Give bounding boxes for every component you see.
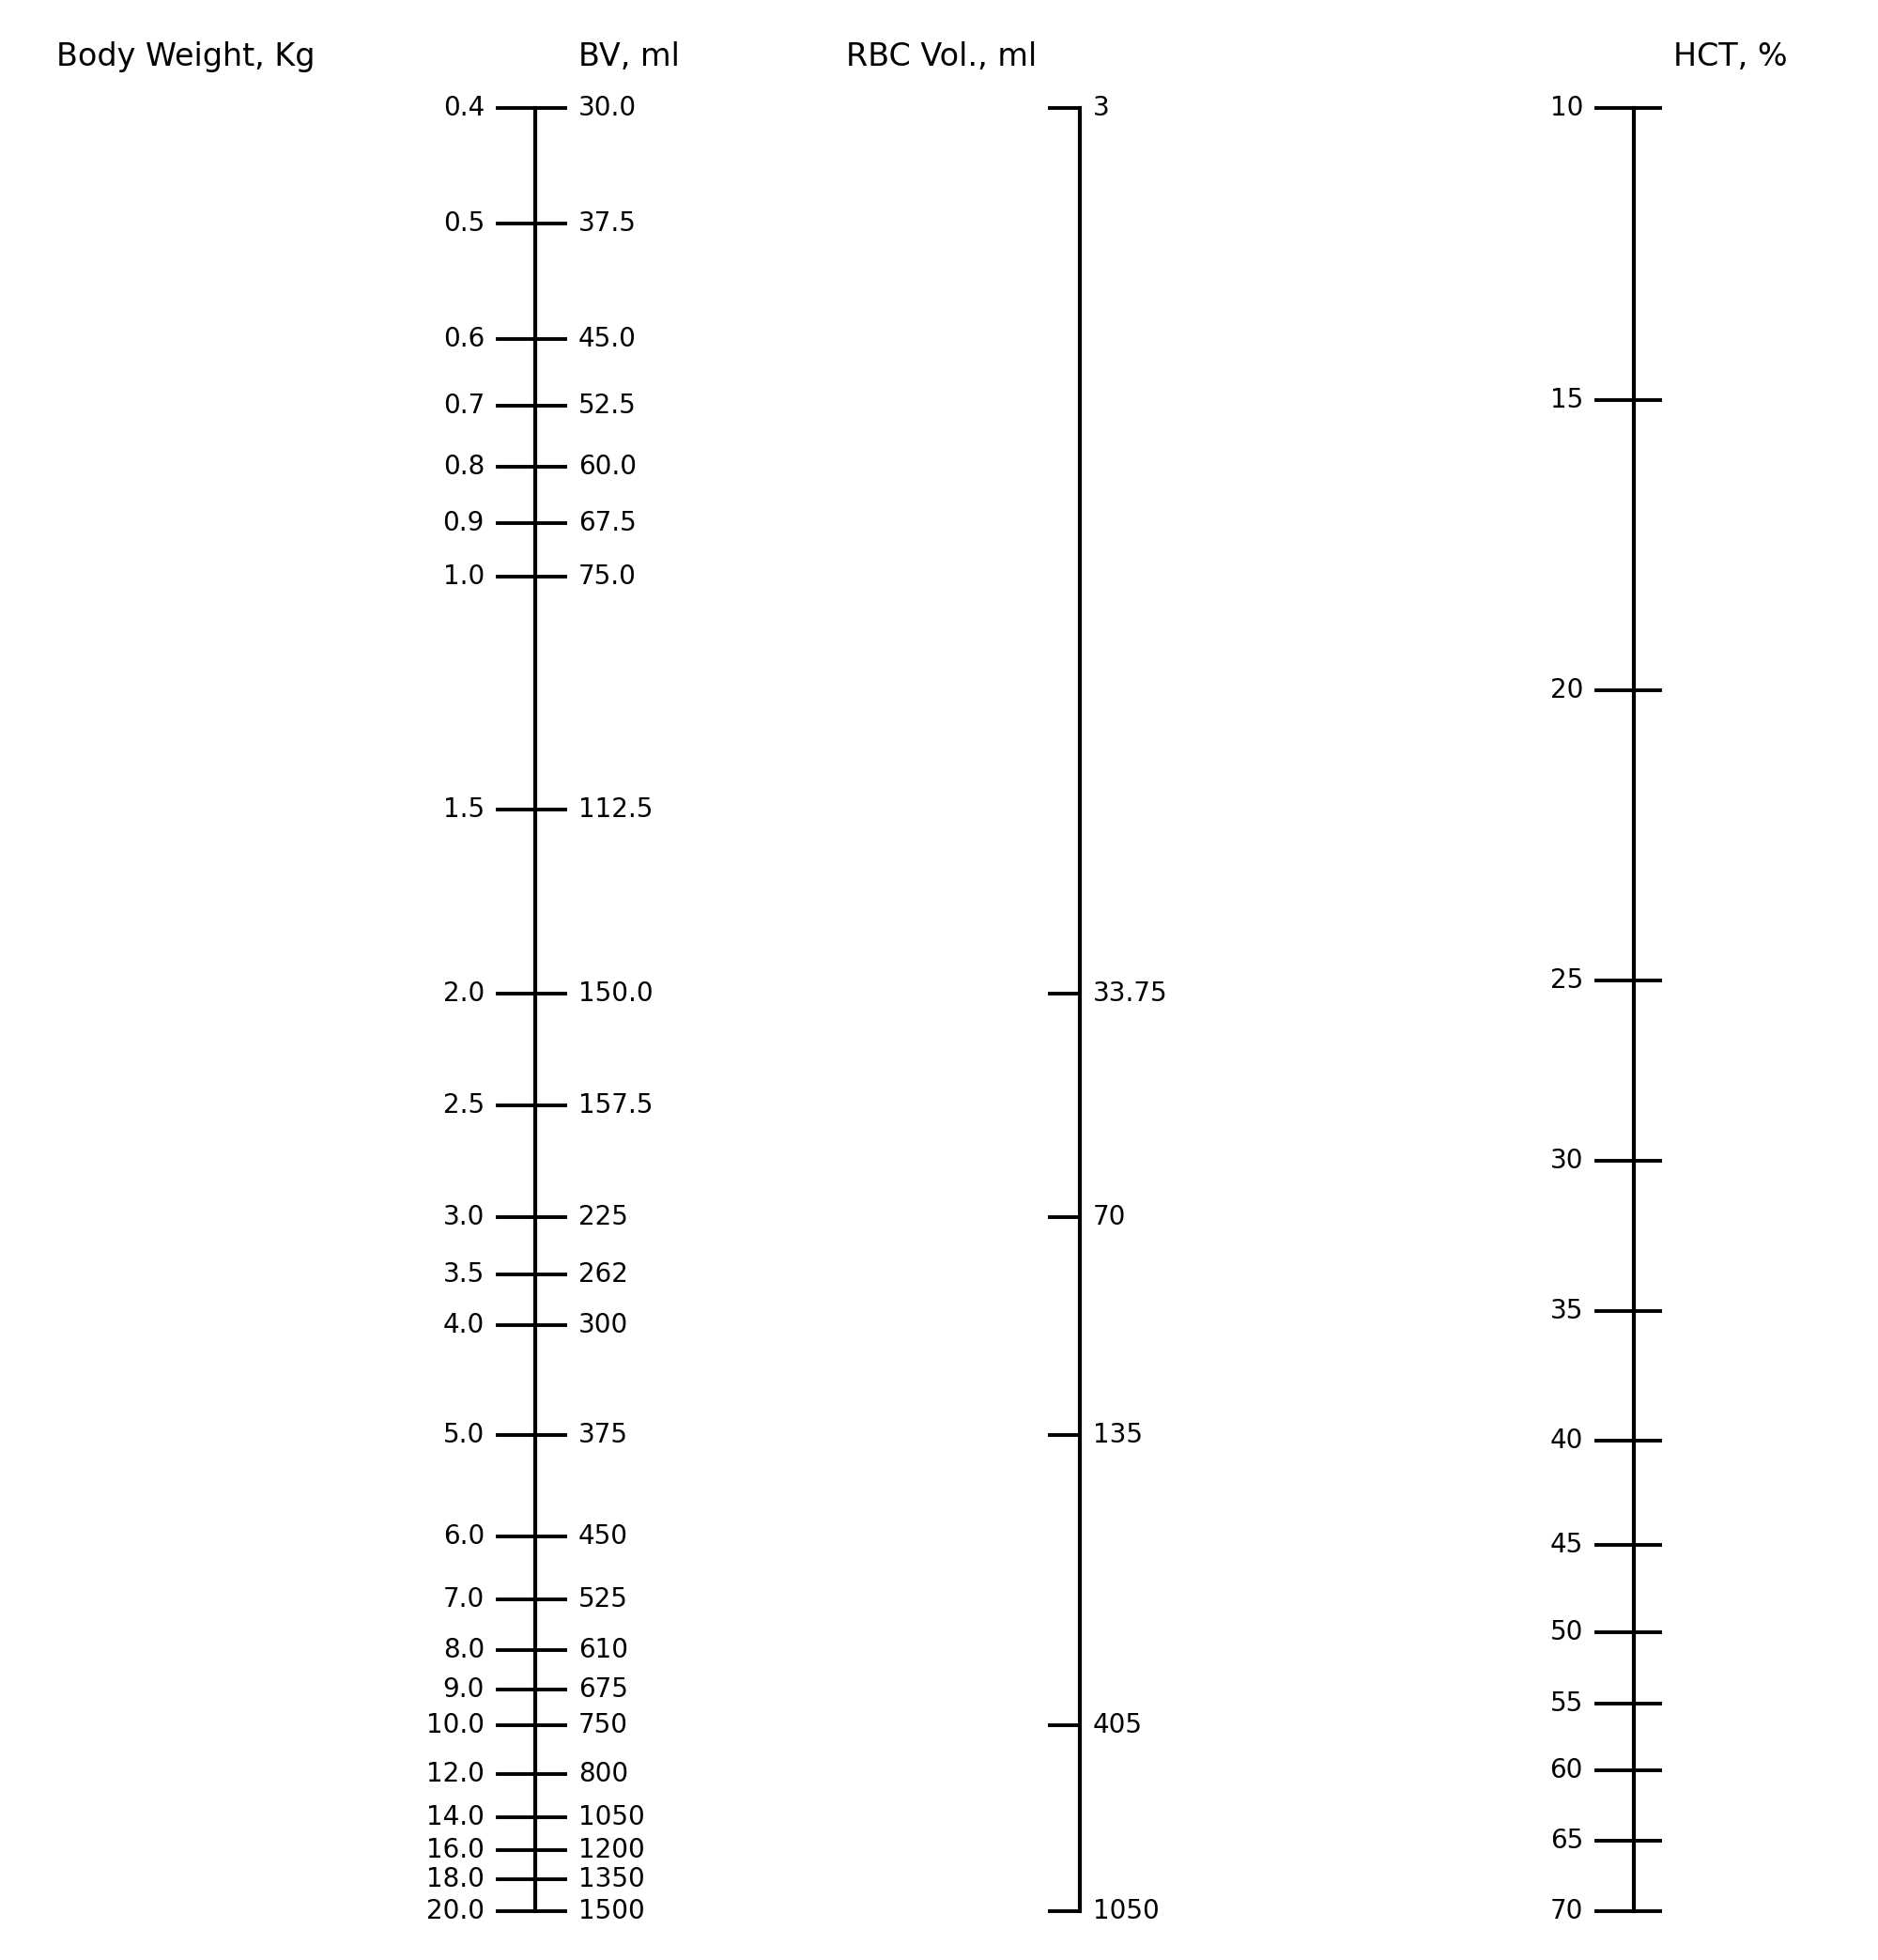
Text: 800: 800 xyxy=(578,1760,629,1788)
Text: 16.0: 16.0 xyxy=(426,1837,485,1864)
Text: 9.0: 9.0 xyxy=(443,1676,485,1703)
Text: BV, ml: BV, ml xyxy=(578,41,680,73)
Text: 65: 65 xyxy=(1549,1827,1583,1854)
Text: 675: 675 xyxy=(578,1676,627,1703)
Text: 33.75: 33.75 xyxy=(1093,980,1168,1007)
Text: 610: 610 xyxy=(578,1637,627,1664)
Text: 450: 450 xyxy=(578,1523,627,1550)
Text: 52.5: 52.5 xyxy=(578,392,637,419)
Text: 300: 300 xyxy=(578,1311,629,1339)
Text: 55: 55 xyxy=(1549,1690,1583,1717)
Text: 3.0: 3.0 xyxy=(443,1203,485,1231)
Text: 40: 40 xyxy=(1549,1427,1583,1454)
Text: 135: 135 xyxy=(1093,1421,1142,1448)
Text: 10.0: 10.0 xyxy=(426,1711,485,1739)
Text: 8.0: 8.0 xyxy=(443,1637,485,1664)
Text: 30: 30 xyxy=(1549,1147,1583,1174)
Text: HCT, %: HCT, % xyxy=(1673,41,1788,73)
Text: 3.5: 3.5 xyxy=(443,1260,485,1288)
Text: 37.5: 37.5 xyxy=(578,210,637,237)
Text: 25: 25 xyxy=(1549,966,1583,994)
Text: 10: 10 xyxy=(1549,94,1583,122)
Text: 0.5: 0.5 xyxy=(443,210,485,237)
Text: 14.0: 14.0 xyxy=(426,1803,485,1831)
Text: 15: 15 xyxy=(1549,386,1583,414)
Text: 1050: 1050 xyxy=(1093,1897,1159,1925)
Text: 1350: 1350 xyxy=(578,1866,644,1893)
Text: 0.4: 0.4 xyxy=(443,94,485,122)
Text: 225: 225 xyxy=(578,1203,627,1231)
Text: Body Weight, Kg: Body Weight, Kg xyxy=(56,41,316,73)
Text: 45.0: 45.0 xyxy=(578,325,637,353)
Text: 1050: 1050 xyxy=(578,1803,644,1831)
Text: 2.0: 2.0 xyxy=(443,980,485,1007)
Text: 112.5: 112.5 xyxy=(578,796,654,823)
Text: 50: 50 xyxy=(1549,1619,1583,1646)
Text: 157.5: 157.5 xyxy=(578,1092,654,1119)
Text: RBC Vol., ml: RBC Vol., ml xyxy=(845,41,1037,73)
Text: 70: 70 xyxy=(1093,1203,1127,1231)
Text: 67.5: 67.5 xyxy=(578,510,637,537)
Text: 1.5: 1.5 xyxy=(443,796,485,823)
Text: 262: 262 xyxy=(578,1260,627,1288)
Text: 525: 525 xyxy=(578,1586,627,1613)
Text: 35: 35 xyxy=(1549,1298,1583,1325)
Text: 5.0: 5.0 xyxy=(443,1421,485,1448)
Text: 375: 375 xyxy=(578,1421,627,1448)
Text: 45: 45 xyxy=(1549,1531,1583,1558)
Text: 20: 20 xyxy=(1549,676,1583,704)
Text: 405: 405 xyxy=(1093,1711,1142,1739)
Text: 3: 3 xyxy=(1093,94,1110,122)
Text: 75.0: 75.0 xyxy=(578,563,637,590)
Text: 1500: 1500 xyxy=(578,1897,644,1925)
Text: 70: 70 xyxy=(1549,1897,1583,1925)
Text: 30.0: 30.0 xyxy=(578,94,637,122)
Text: 0.9: 0.9 xyxy=(443,510,485,537)
Text: 2.5: 2.5 xyxy=(443,1092,485,1119)
Text: 0.6: 0.6 xyxy=(443,325,485,353)
Text: 750: 750 xyxy=(578,1711,627,1739)
Text: 6.0: 6.0 xyxy=(443,1523,485,1550)
Text: 7.0: 7.0 xyxy=(443,1586,485,1613)
Text: 18.0: 18.0 xyxy=(426,1866,485,1893)
Text: 1200: 1200 xyxy=(578,1837,644,1864)
Text: 150.0: 150.0 xyxy=(578,980,654,1007)
Text: 0.8: 0.8 xyxy=(443,453,485,480)
Text: 12.0: 12.0 xyxy=(426,1760,485,1788)
Text: 20.0: 20.0 xyxy=(426,1897,485,1925)
Text: 4.0: 4.0 xyxy=(443,1311,485,1339)
Text: 60.0: 60.0 xyxy=(578,453,637,480)
Text: 1.0: 1.0 xyxy=(443,563,485,590)
Text: 60: 60 xyxy=(1549,1756,1583,1784)
Text: 0.7: 0.7 xyxy=(443,392,485,419)
